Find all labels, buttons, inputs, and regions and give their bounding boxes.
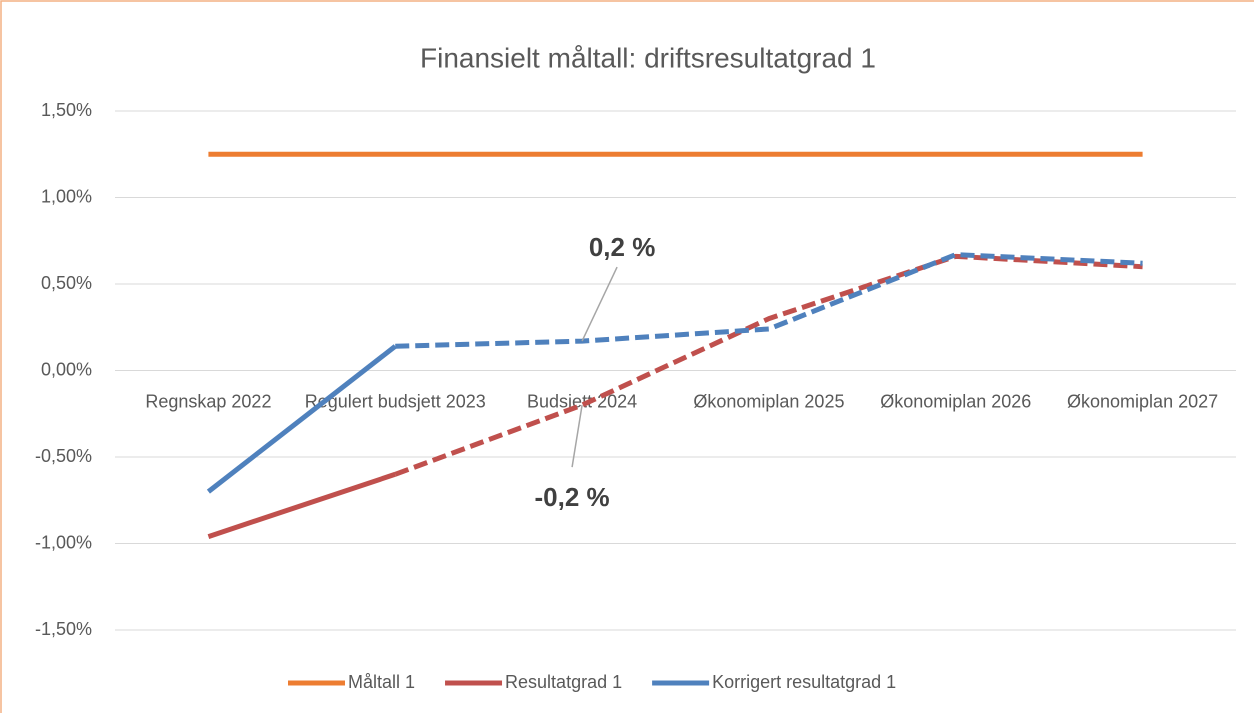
x-tick-label: Økonomiplan 2027: [1067, 391, 1218, 411]
y-tick-label: 0,00%: [41, 359, 92, 379]
y-tick-label: -0,50%: [35, 446, 92, 466]
legend-label: Måltall 1: [348, 672, 415, 692]
line-series: [394, 253, 1143, 477]
x-tick-label: Regulert budsjett 2023: [305, 391, 486, 411]
annotation: -0,2 %: [535, 482, 610, 512]
x-tick-label: Regnskap 2022: [145, 391, 271, 411]
annotation-leader: [581, 266, 618, 342]
line-series: [206, 344, 397, 494]
x-tick-label: Budsjett 2024: [527, 391, 637, 411]
y-tick-label: 1,00%: [41, 186, 92, 206]
y-tick-label: 0,50%: [41, 273, 92, 293]
y-tick-label: 1,50%: [41, 100, 92, 120]
annotation: 0,2 %: [589, 232, 656, 262]
legend-label: Korrigert resultatgrad 1: [712, 672, 896, 692]
y-tick-label: -1,00%: [35, 532, 92, 552]
line-series: [207, 471, 397, 539]
y-tick-label: -1,50%: [35, 619, 92, 639]
x-tick-label: Økonomiplan 2025: [693, 391, 844, 411]
x-tick-label: Økonomiplan 2026: [880, 391, 1031, 411]
legend-label: Resultatgrad 1: [505, 672, 622, 692]
chart-title: Finansielt måltall: driftsresultatgrad 1: [420, 42, 876, 73]
annotation-leader: [571, 404, 583, 468]
line-series: [395, 252, 1143, 349]
